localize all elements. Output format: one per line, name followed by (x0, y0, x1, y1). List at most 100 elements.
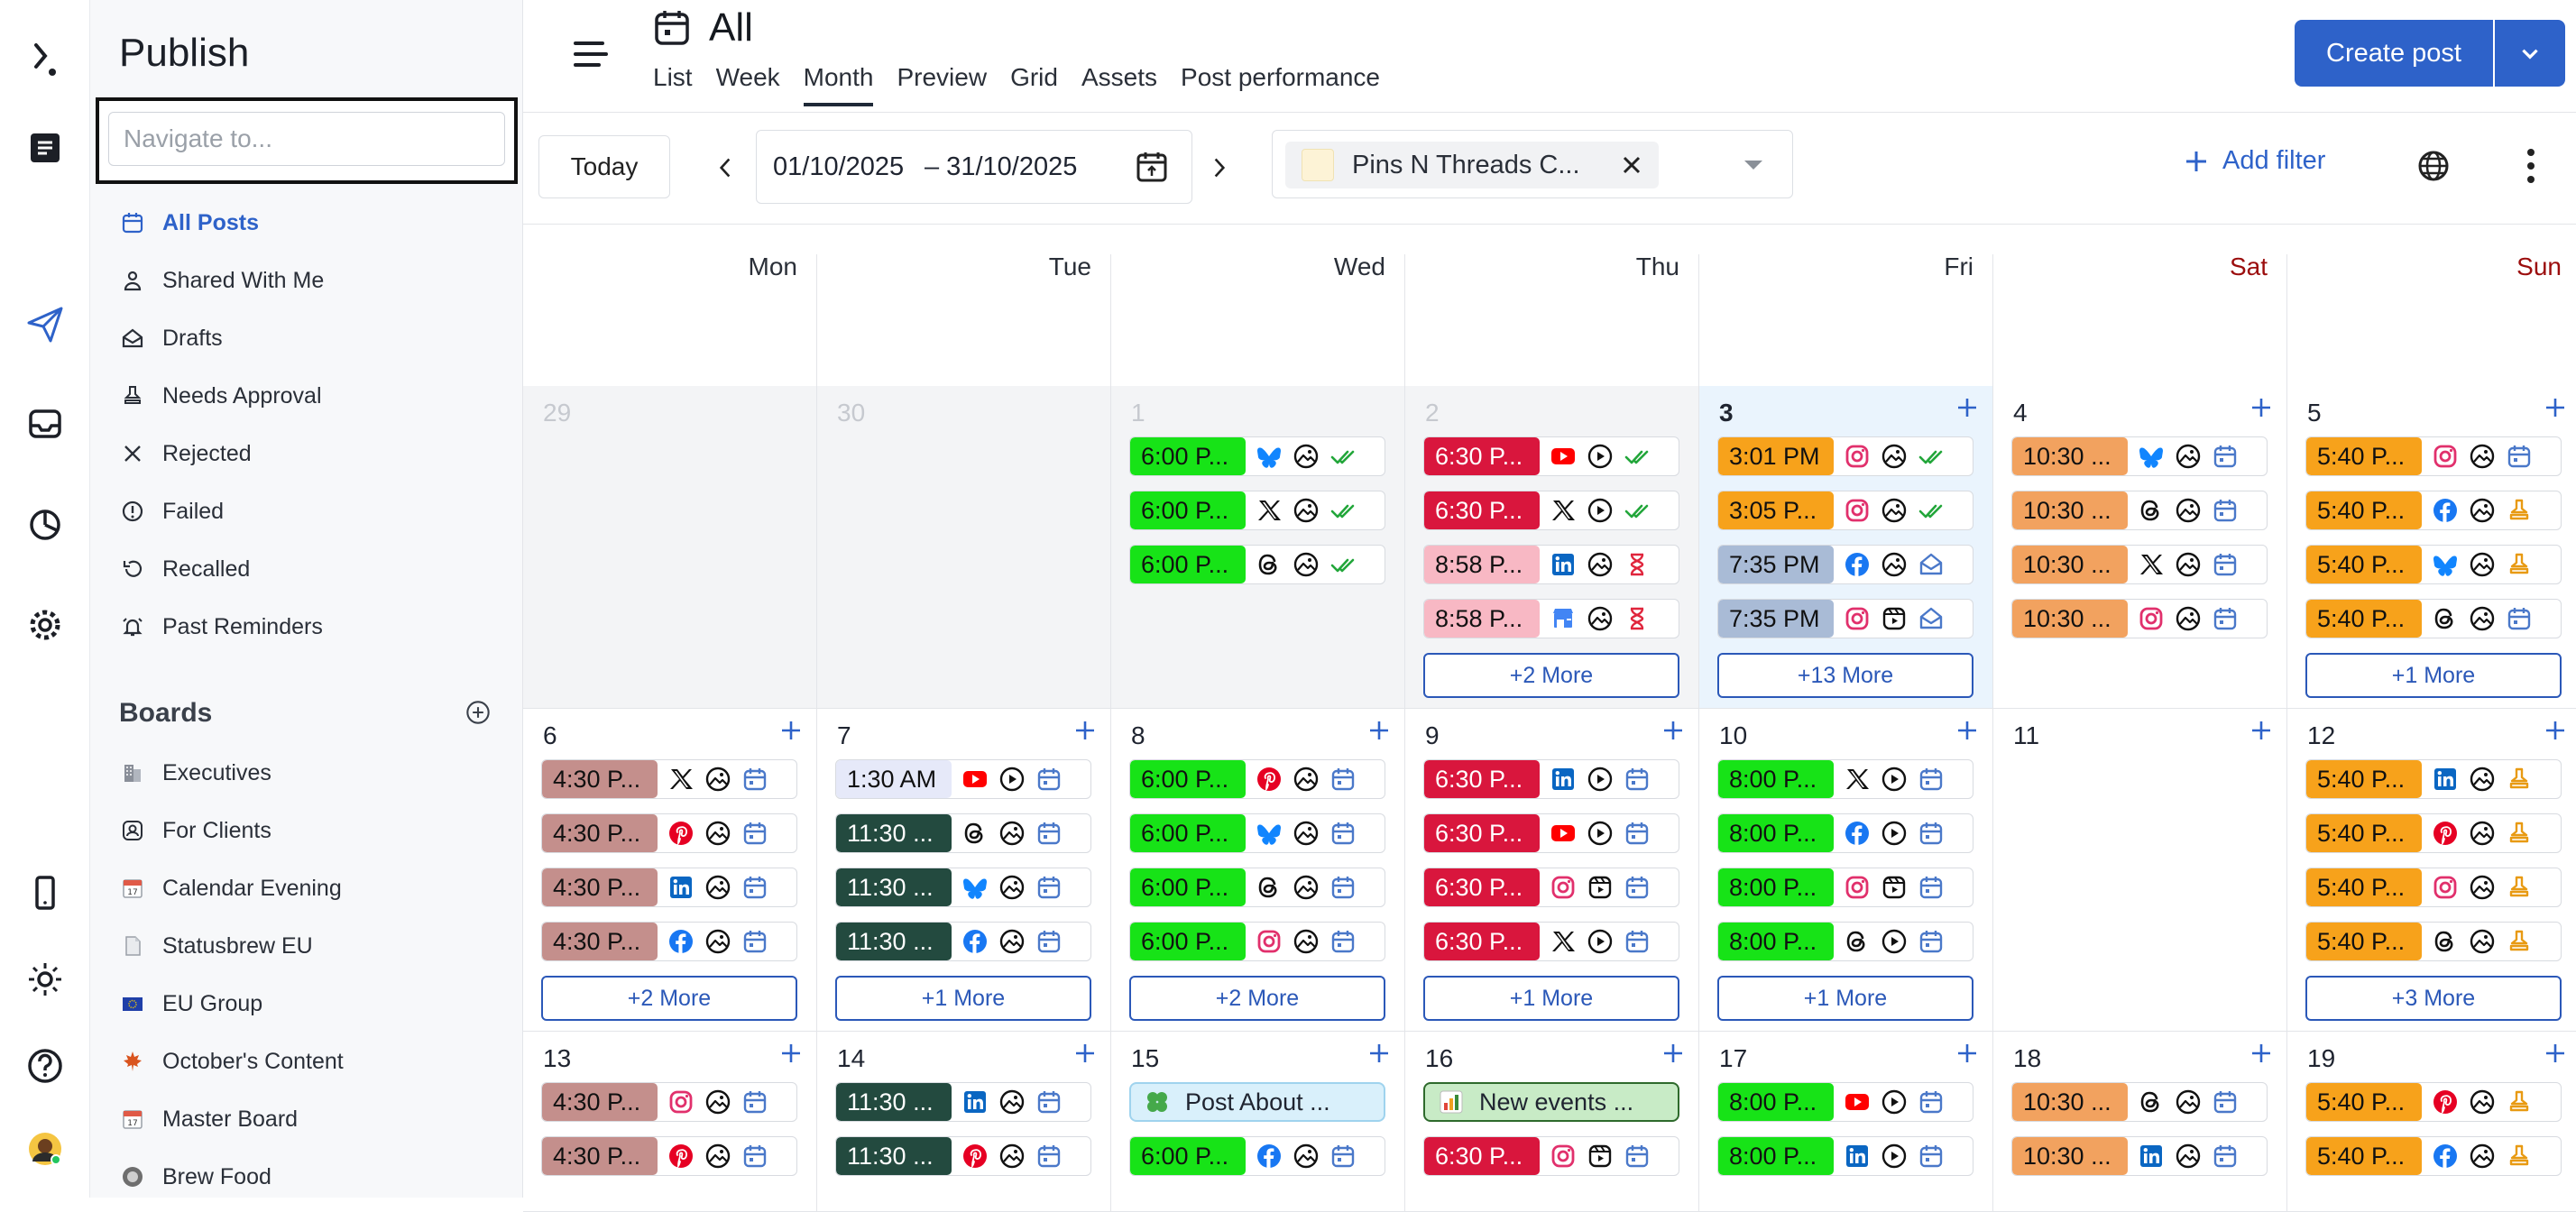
post-card[interactable]: 5:40 P... (2305, 922, 2562, 961)
show-more-button[interactable]: +1 More (1717, 976, 1973, 1021)
post-card[interactable]: 11:30 ... (835, 868, 1091, 907)
calendar-day-cell[interactable]: 16 New events ... 6:30 P... (1405, 1032, 1699, 1212)
tab-month[interactable]: Month (803, 63, 874, 106)
calendar-day-cell[interactable]: 10 8:00 P... 8:00 P... 8:00 P... 8:00 P... +1… (1699, 709, 1993, 1032)
add-post-icon[interactable] (1072, 718, 1098, 743)
post-card[interactable]: 11:30 ... (835, 813, 1091, 853)
calendar-day-cell[interactable]: 12 5:40 P... 5:40 P... 5:40 P... 5:40 P... +3… (2287, 709, 2576, 1032)
calendar-day-cell[interactable]: 9 6:30 P... 6:30 P... 6:30 P... 6:30 P... +1 … (1405, 709, 1699, 1032)
post-card[interactable]: 6:30 P... (1423, 1136, 1679, 1176)
add-post-icon[interactable] (778, 1041, 804, 1066)
post-card[interactable]: 5:40 P... (2305, 436, 2562, 476)
add-post-icon[interactable] (2249, 1041, 2274, 1066)
post-card[interactable]: 6:00 P... (1129, 436, 1385, 476)
analytics-icon[interactable] (18, 496, 72, 550)
post-card[interactable]: 5:40 P... (2305, 1082, 2562, 1122)
post-card[interactable]: 4:30 P... (541, 813, 797, 853)
post-card[interactable]: 4:30 P... (541, 1082, 797, 1122)
tab-week[interactable]: Week (715, 63, 780, 91)
post-card[interactable]: 5:40 P... (2305, 813, 2562, 853)
add-post-icon[interactable] (1661, 1041, 1686, 1066)
add-filter-button[interactable]: Add filter (2183, 146, 2325, 176)
board-item-october-s-content[interactable]: October's Content (119, 1039, 344, 1084)
post-card[interactable]: 4:30 P... (541, 868, 797, 907)
post-card[interactable]: 4:30 P... (541, 759, 797, 799)
post-card[interactable]: 6:30 P... (1423, 868, 1679, 907)
calendar-day-cell[interactable]: 29 (523, 386, 817, 709)
menu-toggle-button[interactable] (570, 36, 612, 72)
add-post-icon[interactable] (1955, 1041, 1980, 1066)
post-card[interactable]: 6:30 P... (1423, 491, 1679, 530)
theme-icon[interactable] (18, 952, 72, 1006)
inbox-icon[interactable] (18, 397, 72, 451)
caret-down-icon[interactable] (1742, 156, 1765, 174)
add-post-icon[interactable] (2249, 718, 2274, 743)
post-card[interactable]: 6:30 P... (1423, 759, 1679, 799)
sidebar-item-recalled[interactable]: Recalled (119, 546, 250, 592)
mobile-icon[interactable] (18, 866, 72, 920)
add-post-icon[interactable] (778, 718, 804, 743)
show-more-button[interactable]: +1 More (1423, 976, 1679, 1021)
show-more-button[interactable]: +2 More (1129, 976, 1385, 1021)
post-card[interactable]: 8:00 P... (1717, 1082, 1973, 1122)
send-icon[interactable] (18, 298, 72, 352)
calendar-day-cell[interactable]: 17 8:00 P... 8:00 P... (1699, 1032, 1993, 1212)
post-card[interactable]: 5:40 P... (2305, 868, 2562, 907)
post-card[interactable]: 8:00 P... (1717, 813, 1973, 853)
calendar-note[interactable]: Post About ... (1129, 1082, 1385, 1122)
sidebar-item-drafts[interactable]: Drafts (119, 316, 223, 361)
post-card[interactable]: 5:40 P... (2305, 599, 2562, 638)
post-card[interactable]: 6:00 P... (1129, 545, 1385, 584)
add-post-icon[interactable] (1955, 395, 1980, 420)
show-more-button[interactable]: +1 More (2305, 653, 2562, 698)
show-more-button[interactable]: +3 More (2305, 976, 2562, 1021)
post-card[interactable]: 6:30 P... (1423, 922, 1679, 961)
calendar-day-cell[interactable]: 4 10:30 ... 10:30 ... 10:30 ... 10:30 ... (1993, 386, 2287, 709)
post-card[interactable]: 6:00 P... (1129, 491, 1385, 530)
board-item-for-clients[interactable]: For Clients (119, 808, 271, 853)
calendar-day-cell[interactable]: 2 6:30 P... 6:30 P... 8:58 P... 8:58 P... +2 … (1405, 386, 1699, 709)
calendar-icon[interactable] (1134, 149, 1170, 185)
create-post-dropdown[interactable] (2495, 20, 2565, 87)
post-card[interactable]: 6:00 P... (1129, 813, 1385, 853)
calendar-day-cell[interactable]: 13 4:30 P... 4:30 P... (523, 1032, 817, 1212)
board-item-calendar-evening[interactable]: 17 Calendar Evening (119, 866, 342, 911)
add-post-icon[interactable] (2543, 718, 2568, 743)
next-month-button[interactable] (1203, 150, 1236, 186)
post-card[interactable]: 4:30 P... (541, 922, 797, 961)
more-options-icon[interactable] (2522, 146, 2540, 186)
close-icon[interactable] (1619, 152, 1644, 178)
post-card[interactable]: 3:05 P... (1717, 491, 1973, 530)
post-card[interactable]: 6:00 P... (1129, 1136, 1385, 1176)
post-card[interactable]: 8:00 P... (1717, 922, 1973, 961)
sidebar-item-needs-approval[interactable]: Needs Approval (119, 373, 322, 418)
timezone-globe-icon[interactable] (2415, 148, 2452, 184)
board-filter-select[interactable]: Pins N Threads C... (1272, 130, 1793, 198)
post-card[interactable]: 8:00 P... (1717, 868, 1973, 907)
add-post-icon[interactable] (1366, 718, 1392, 743)
post-card[interactable]: 3:01 PM (1717, 436, 1973, 476)
post-card[interactable]: 6:00 P... (1129, 759, 1385, 799)
board-item-eu-group[interactable]: EU Group (119, 981, 262, 1026)
previous-month-button[interactable] (709, 150, 741, 186)
sidebar-item-rejected[interactable]: Rejected (119, 431, 252, 476)
post-card[interactable]: 5:40 P... (2305, 759, 2562, 799)
publish-box-icon[interactable] (18, 121, 72, 175)
board-item-master-board[interactable]: 17 Master Board (119, 1097, 298, 1142)
post-card[interactable]: 7:35 PM (1717, 599, 1973, 638)
post-card[interactable]: 5:40 P... (2305, 545, 2562, 584)
calendar-day-cell[interactable]: 3 3:01 PM 3:05 P... 7:35 PM 7:35 PM +13 More (1699, 386, 1993, 709)
tab-post-performance[interactable]: Post performance (1181, 63, 1381, 91)
calendar-day-cell[interactable]: 5 5:40 P... 5:40 P... 5:40 P... 5:40 P... +1 … (2287, 386, 2576, 709)
tab-list[interactable]: List (653, 63, 693, 91)
post-card[interactable]: 10:30 ... (2011, 599, 2268, 638)
user-avatar[interactable] (18, 1122, 72, 1176)
show-more-button[interactable]: +13 More (1717, 653, 1973, 698)
post-card[interactable]: 4:30 P... (541, 1136, 797, 1176)
calendar-note[interactable]: New events ... (1423, 1082, 1679, 1122)
add-post-icon[interactable] (1955, 718, 1980, 743)
today-button[interactable]: Today (538, 135, 670, 198)
post-card[interactable]: 7:35 PM (1717, 545, 1973, 584)
calendar-day-cell[interactable]: 8 6:00 P... 6:00 P... 6:00 P... 6:00 P... +2 … (1111, 709, 1405, 1032)
post-card[interactable]: 8:58 P... (1423, 545, 1679, 584)
